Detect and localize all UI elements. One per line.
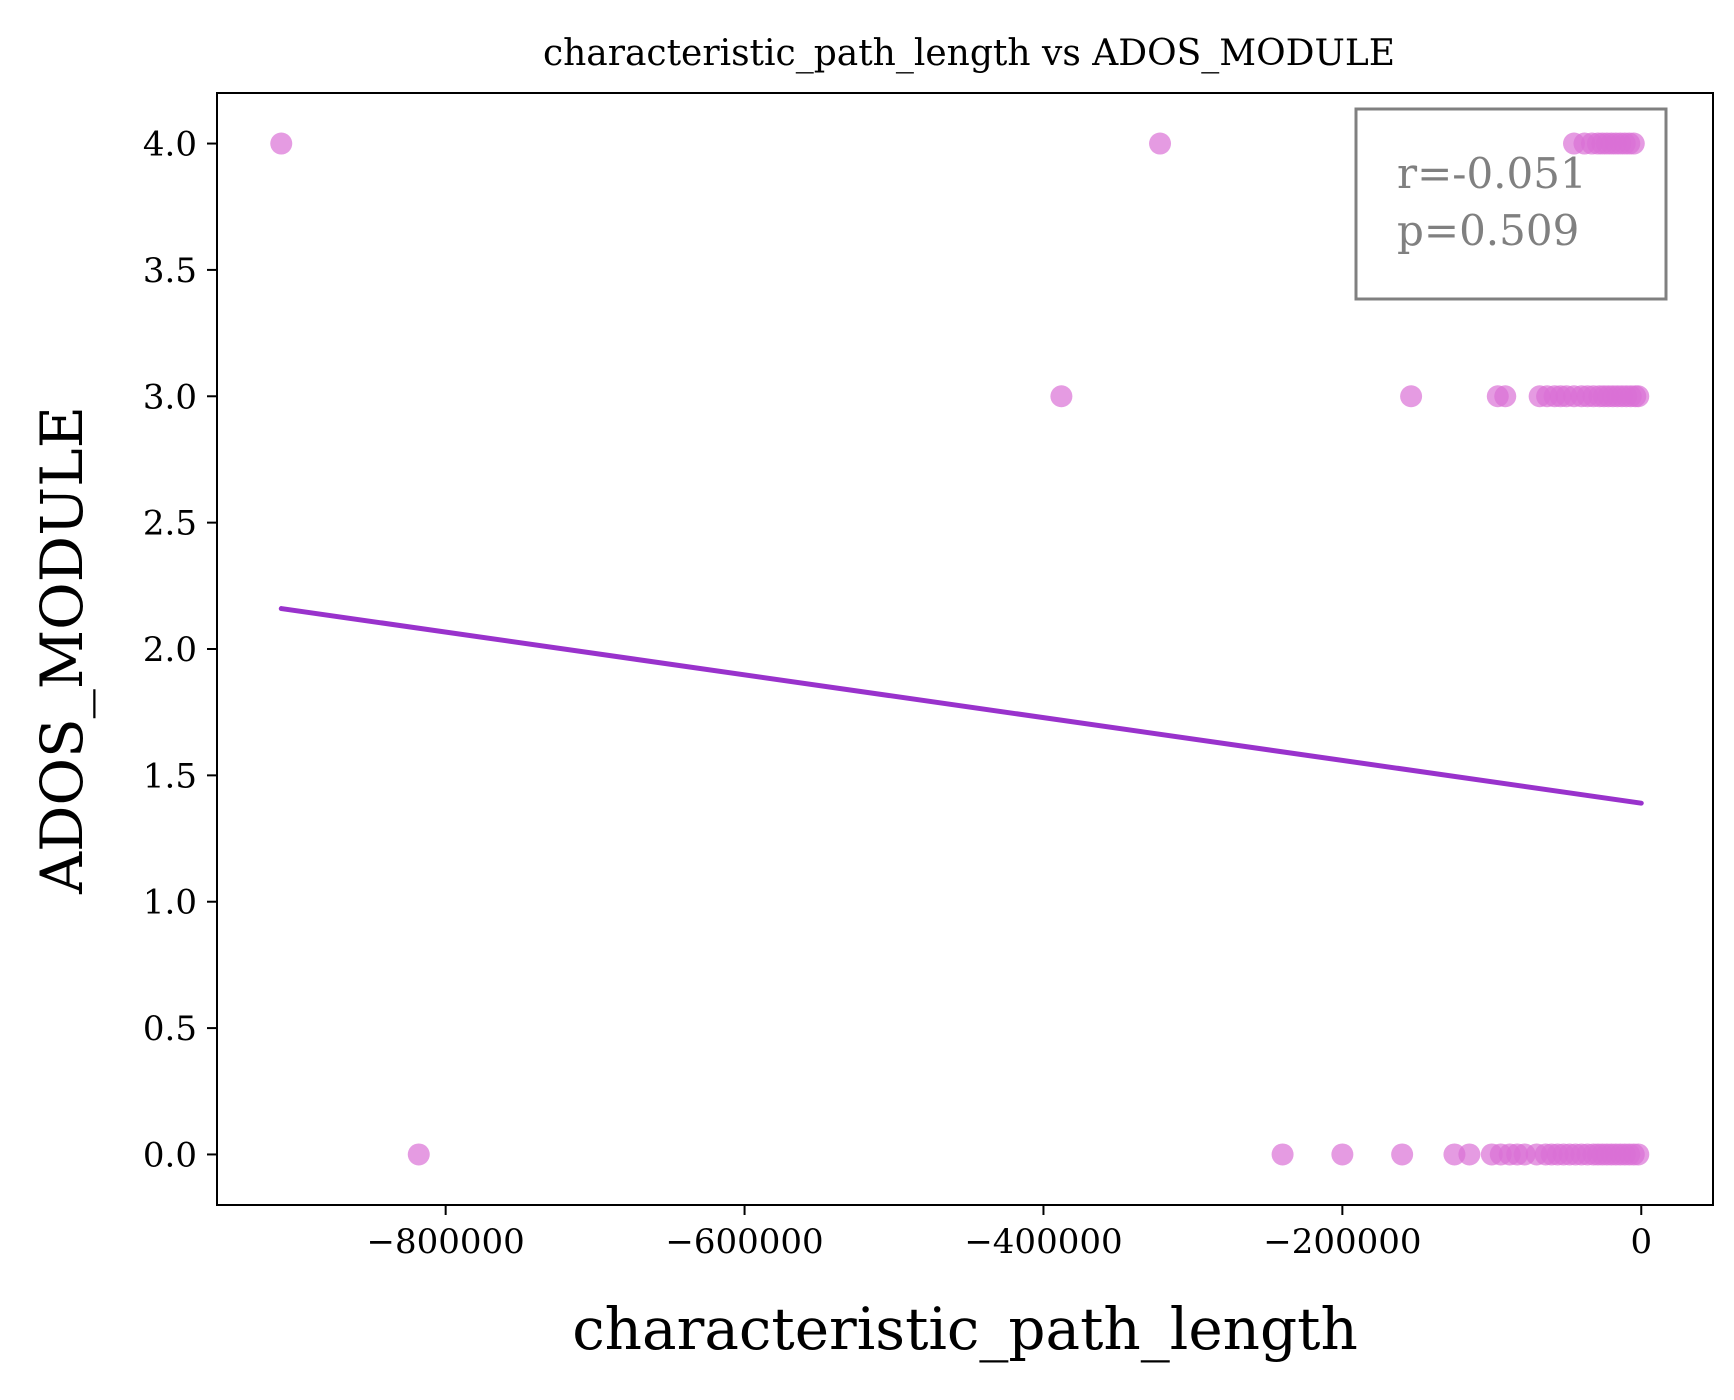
x-tick-label: 0 [1630, 1222, 1652, 1262]
stats-r-value: r=-0.051 [1397, 149, 1587, 198]
y-tick-label: 2.5 [143, 504, 197, 544]
points-layer [270, 132, 1650, 1166]
stats-annotation: r=-0.051 p=0.509 [1354, 107, 1668, 301]
x-tick-label: −600000 [665, 1222, 823, 1262]
y-tick-label: 0.5 [143, 1009, 197, 1049]
y-tick-label: 2.0 [143, 630, 197, 670]
data-point [1331, 1143, 1354, 1166]
y-tick-label: 1.5 [143, 756, 197, 796]
data-point [1391, 1143, 1414, 1166]
y-axis-label: ADOS_MODULE [28, 406, 96, 895]
y-tick-label: 4.0 [143, 125, 197, 165]
x-tick-label: −400000 [964, 1222, 1122, 1262]
data-point [1400, 385, 1423, 408]
chart-title: characteristic_path_length vs ADOS_MODUL… [543, 33, 1395, 74]
y-tick-label: 0.0 [143, 1135, 197, 1175]
data-point [1050, 385, 1073, 408]
data-point [1271, 1143, 1294, 1166]
y-axis-ticks: 0.0 0.5 1.0 1.5 2.0 2.5 3.0 3.5 4.0 [143, 125, 217, 1175]
regression-line [278, 606, 1644, 806]
data-point [1627, 1143, 1650, 1166]
data-point [1627, 385, 1650, 408]
data-point [1494, 385, 1517, 408]
y-tick-label: 3.0 [143, 377, 197, 417]
stats-annotation-box [1354, 107, 1668, 301]
x-tick-label: −800000 [367, 1222, 525, 1262]
data-point [407, 1143, 430, 1166]
stats-p-value: p=0.509 [1397, 206, 1579, 255]
regression-line-layer [278, 606, 1644, 806]
y-tick-label: 1.0 [143, 883, 197, 923]
y-tick-label: 3.5 [143, 251, 197, 291]
x-tick-label: −200000 [1263, 1222, 1421, 1262]
data-point [1622, 132, 1645, 155]
x-axis-ticks: −800000 −600000 −400000 −200000 0 [367, 1205, 1652, 1262]
data-point [270, 132, 293, 155]
x-axis-label: characteristic_path_length [572, 1295, 1358, 1363]
data-point [1458, 1143, 1481, 1166]
data-point [1149, 132, 1172, 155]
